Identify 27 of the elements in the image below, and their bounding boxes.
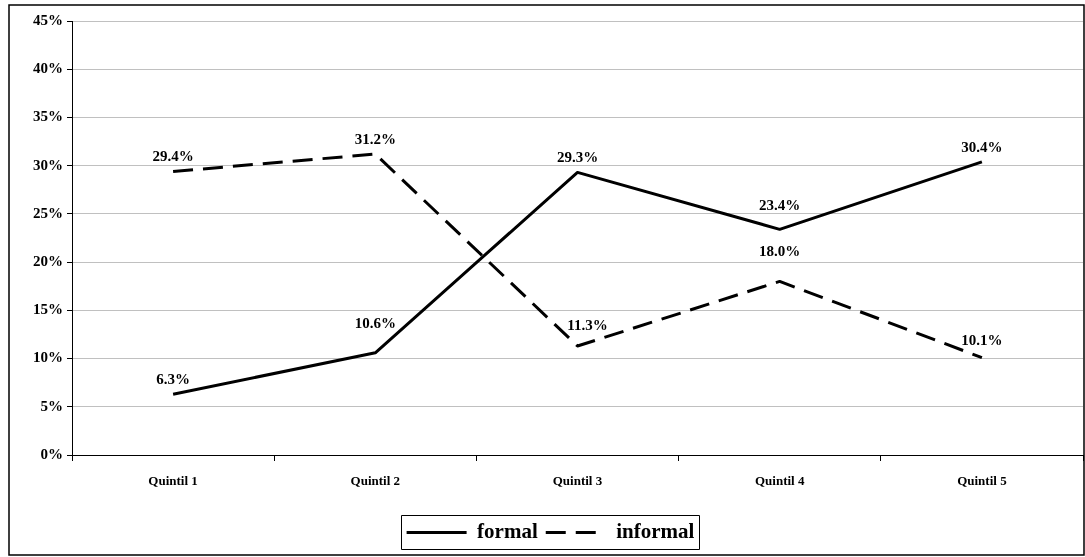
legend-label: informal <box>616 518 695 543</box>
y-tick-label: 30% <box>33 156 63 173</box>
y-tick-label: 10% <box>33 349 63 366</box>
x-tick-label: Quintil 1 <box>148 473 198 489</box>
data-label: 10.1% <box>961 331 1003 348</box>
data-label: 29.3% <box>556 149 599 166</box>
x-tick-label: Quintil 4 <box>754 473 805 489</box>
y-tick-label: 35% <box>33 108 63 125</box>
x-tick-label: Quintil 3 <box>552 473 603 489</box>
data-label: 10.6% <box>354 314 396 331</box>
data-label: 23.4% <box>759 197 801 214</box>
x-tick-label: Quintil 5 <box>957 473 1008 489</box>
y-tick-label: 15% <box>33 301 63 318</box>
y-tick-label: 25% <box>33 204 63 221</box>
y-tick-label: 45% <box>33 11 63 28</box>
legend-label: formal <box>477 518 538 543</box>
data-label: 6.3% <box>156 371 190 388</box>
data-label: 18.0% <box>759 243 801 260</box>
x-tick-label: Quintil 2 <box>350 473 401 489</box>
y-tick-label: 40% <box>33 60 63 77</box>
data-label: 30.4% <box>961 138 1003 155</box>
data-label: 29.4% <box>152 148 194 165</box>
y-tick-label: 5% <box>40 397 63 414</box>
y-tick-label: 0% <box>40 445 63 462</box>
data-label: 31.2% <box>354 131 396 148</box>
y-tick-label: 20% <box>33 252 63 269</box>
data-label: 11.3% <box>567 317 608 334</box>
